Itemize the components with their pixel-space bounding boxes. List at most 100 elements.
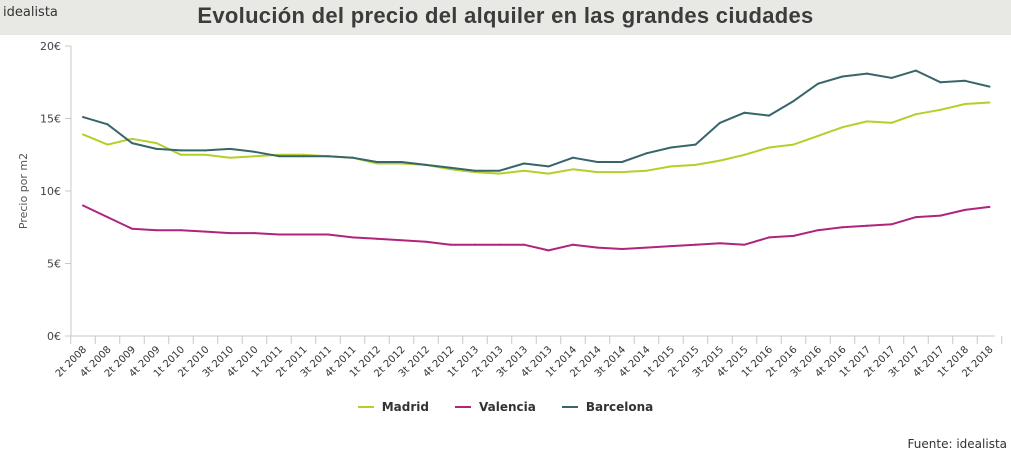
data-point-valencia — [768, 236, 770, 239]
data-point-madrid — [719, 159, 721, 162]
data-point-barcelona — [890, 76, 893, 79]
data-point-madrid — [547, 172, 550, 175]
data-point-barcelona — [915, 69, 917, 72]
data-point-valencia — [106, 216, 109, 219]
data-point-barcelona — [253, 150, 256, 153]
data-point-valencia — [915, 216, 917, 219]
data-point-valencia — [964, 208, 966, 211]
data-point-valencia — [351, 236, 354, 239]
header-bar: idealista Evolución del precio del alqui… — [0, 0, 1011, 35]
data-point-barcelona — [939, 81, 942, 84]
brand-logo: idealista — [3, 5, 58, 20]
data-point-valencia — [743, 243, 746, 246]
data-point-valencia — [498, 243, 501, 246]
data-point-valencia — [229, 232, 231, 235]
data-point-valencia — [278, 233, 280, 236]
data-point-madrid — [890, 121, 893, 124]
data-point-barcelona — [425, 163, 427, 166]
data-point-barcelona — [498, 169, 501, 172]
data-point-valencia — [988, 205, 991, 208]
data-point-barcelona — [670, 146, 672, 149]
data-point-madrid — [180, 153, 182, 156]
data-point-barcelona — [596, 161, 599, 163]
data-point-madrid — [964, 103, 966, 105]
data-point-barcelona — [523, 162, 525, 165]
data-point-madrid — [988, 101, 991, 104]
data-point-barcelona — [645, 152, 648, 155]
data-point-madrid — [229, 156, 231, 159]
series-line-madrid — [82, 101, 990, 175]
data-point-barcelona — [719, 121, 721, 124]
data-point-valencia — [131, 227, 133, 230]
data-point-barcelona — [278, 155, 280, 158]
data-point-madrid — [768, 146, 770, 149]
data-point-valencia — [719, 242, 721, 245]
data-point-madrid — [694, 163, 697, 166]
data-point-barcelona — [866, 72, 868, 75]
data-point-barcelona — [327, 155, 329, 158]
legend-swatch — [454, 406, 471, 408]
data-point-madrid — [82, 133, 84, 136]
legend-swatch — [561, 406, 578, 408]
data-point-barcelona — [229, 147, 231, 150]
y-tick-label: 20€ — [40, 40, 61, 53]
data-point-madrid — [866, 120, 868, 123]
legend-label: Valencia — [478, 400, 536, 414]
data-point-barcelona — [547, 165, 550, 168]
y-tick-label: 0€ — [47, 330, 61, 343]
data-point-barcelona — [204, 149, 207, 152]
data-point-barcelona — [694, 143, 697, 146]
legend-item-barcelona[interactable]: Barcelona — [561, 400, 654, 414]
data-point-valencia — [841, 226, 844, 229]
legend-item-valencia[interactable]: Valencia — [454, 400, 536, 414]
y-tick-label: 10€ — [40, 185, 61, 198]
y-axis-title: Precio por m2 — [17, 153, 30, 229]
data-point-valencia — [866, 224, 868, 227]
data-point-valencia — [474, 243, 476, 246]
data-point-barcelona — [792, 100, 795, 103]
data-point-madrid — [792, 143, 795, 146]
source-note: Fuente: idealista — [907, 437, 1007, 451]
data-point-madrid — [155, 142, 158, 145]
legend-swatch — [357, 406, 374, 408]
data-point-barcelona — [964, 79, 966, 82]
legend-label: Barcelona — [585, 400, 654, 414]
data-point-valencia — [376, 237, 378, 240]
data-point-barcelona — [302, 155, 305, 158]
data-point-madrid — [645, 169, 648, 172]
data-point-barcelona — [131, 142, 133, 145]
data-point-barcelona — [351, 156, 354, 159]
data-point-barcelona — [376, 161, 378, 163]
data-point-valencia — [180, 229, 182, 232]
series-lines — [82, 69, 991, 252]
data-point-madrid — [670, 165, 672, 168]
data-point-valencia — [327, 233, 329, 236]
data-point-valencia — [939, 214, 942, 217]
data-point-valencia — [670, 245, 672, 248]
data-point-valencia — [523, 243, 525, 246]
data-point-barcelona — [988, 85, 991, 88]
data-point-valencia — [82, 204, 84, 207]
data-point-madrid — [817, 134, 819, 137]
data-point-barcelona — [621, 161, 623, 163]
data-point-barcelona — [155, 147, 158, 150]
data-point-barcelona — [743, 111, 746, 114]
data-point-madrid — [572, 168, 574, 171]
data-point-valencia — [547, 249, 550, 252]
data-point-valencia — [792, 234, 795, 237]
data-point-madrid — [621, 171, 623, 174]
data-point-madrid — [131, 137, 133, 140]
legend-item-madrid[interactable]: Madrid — [357, 400, 429, 414]
data-point-madrid — [596, 171, 599, 174]
data-point-valencia — [645, 246, 648, 249]
data-point-madrid — [743, 153, 746, 156]
data-point-barcelona — [768, 114, 770, 117]
data-point-barcelona — [474, 169, 476, 172]
data-point-madrid — [498, 172, 501, 175]
series-line-valencia — [82, 204, 990, 252]
data-point-valencia — [449, 243, 452, 246]
data-point-barcelona — [180, 149, 182, 152]
legend: Madrid Valencia Barcelona — [0, 400, 1011, 414]
